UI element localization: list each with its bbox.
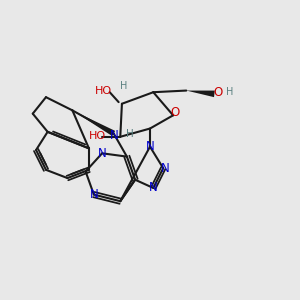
- Text: HO: HO: [88, 131, 106, 141]
- Text: O: O: [213, 86, 222, 99]
- Text: N: N: [146, 140, 154, 153]
- Polygon shape: [72, 110, 115, 136]
- Text: N: N: [98, 147, 106, 160]
- Text: N: N: [160, 162, 169, 175]
- Text: HO: HO: [95, 86, 112, 96]
- Text: N: N: [110, 129, 119, 142]
- Text: H: H: [126, 130, 134, 140]
- Polygon shape: [186, 91, 215, 97]
- Text: O: O: [170, 106, 179, 119]
- Text: H: H: [226, 87, 233, 97]
- Text: H: H: [120, 81, 127, 91]
- Text: N: N: [89, 188, 98, 201]
- Text: N: N: [149, 182, 158, 194]
